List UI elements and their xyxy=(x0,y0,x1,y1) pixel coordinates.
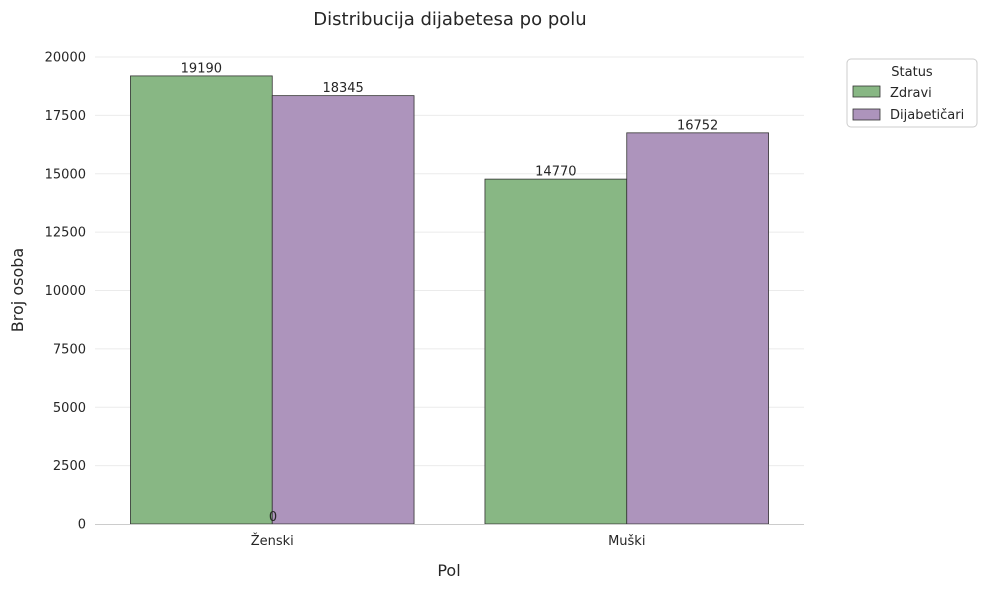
data-label-zdravi-1: 14770 xyxy=(535,165,576,180)
chart-title: Distribucija dijabetesa po polu xyxy=(313,9,586,30)
y-tick-label: 15000 xyxy=(45,167,86,182)
bars xyxy=(130,75,769,525)
data-label-dijabetiari-0: 18345 xyxy=(322,81,363,96)
bar-dijabetiari-1 xyxy=(626,132,769,525)
legend-label-zdravi: Zdravi xyxy=(890,86,932,101)
data-labels: 19190 18345 14770 16752 xyxy=(181,61,719,179)
y-tick-label: 12500 xyxy=(45,226,86,241)
y-tick-label: 10000 xyxy=(45,284,86,299)
y-tick-label: 2500 xyxy=(53,459,86,474)
bar-dijabetiari-0 xyxy=(271,95,415,525)
y-tick-label: 0 xyxy=(78,518,86,533)
y-tick-label: 20000 xyxy=(45,51,86,66)
legend-swatch-dijabeticari xyxy=(852,108,881,121)
data-label-dijabetiari-1: 16752 xyxy=(677,118,718,133)
data-label-zdravi-0: 19190 xyxy=(181,61,222,76)
legend: Status Zdravi Dijabetičari xyxy=(846,58,978,128)
legend-title: Status xyxy=(891,65,933,80)
x-tick-label: Ženski xyxy=(251,533,294,549)
bar-zdravi-1 xyxy=(484,178,628,525)
y-axis-ticks: 0 2500 5000 7500 10000 12500 15000 17500 20000 xyxy=(45,51,86,533)
y-tick-label: 7500 xyxy=(53,342,86,357)
y-tick-label: 17500 xyxy=(45,109,86,124)
y-axis-label: Broj osoba xyxy=(8,248,27,332)
zero-annotation: 0 xyxy=(269,510,277,525)
x-tick-label: Muški xyxy=(608,534,645,549)
y-tick-label: 5000 xyxy=(53,401,86,416)
x-axis-label: Pol xyxy=(437,561,460,580)
legend-swatch-zdravi xyxy=(852,85,881,98)
bar-zdravi-0 xyxy=(130,75,273,525)
x-axis-ticks: Ženski Muški xyxy=(251,533,646,549)
legend-label-dijabeticari: Dijabetičari xyxy=(890,108,964,123)
